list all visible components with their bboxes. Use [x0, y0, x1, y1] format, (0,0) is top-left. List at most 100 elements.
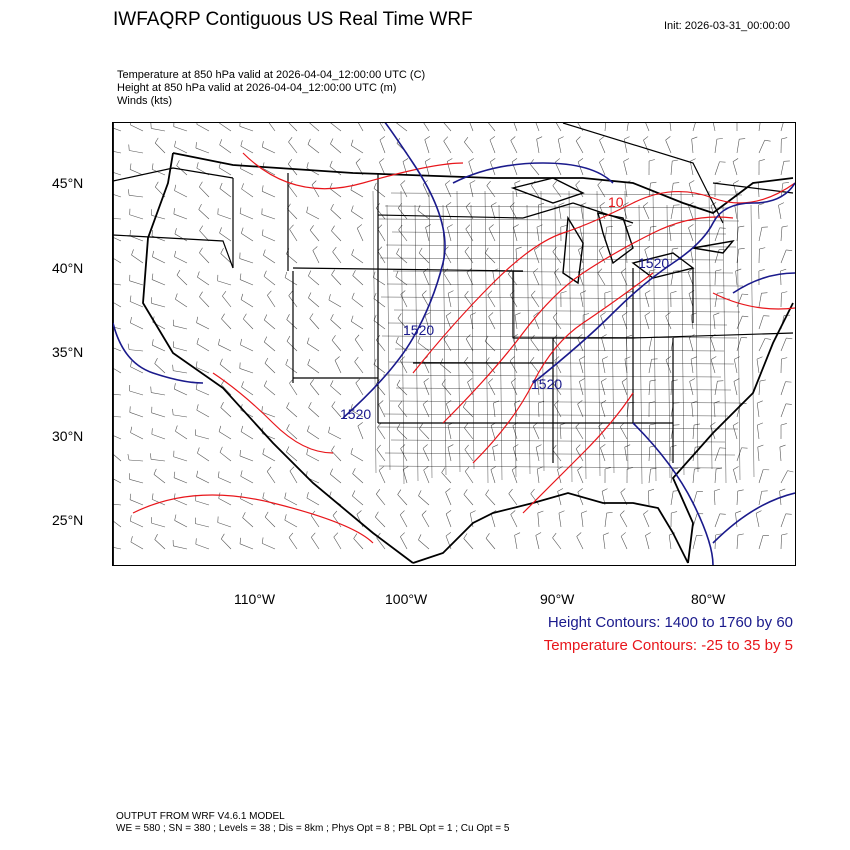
wind-barb [758, 338, 771, 352]
wind-barb [670, 379, 678, 396]
wind-barb [620, 532, 628, 550]
wind-barb [736, 225, 745, 242]
wind-barb [172, 539, 188, 550]
wind-barb [195, 538, 210, 550]
wind-barb [758, 490, 768, 506]
temperature-contour [522, 392, 634, 514]
wind-barb [331, 269, 342, 286]
wind-barb [552, 312, 562, 330]
wind-barb [643, 136, 650, 154]
wind-barb [264, 511, 276, 528]
height-contour [532, 182, 796, 384]
wind-barb [172, 408, 188, 418]
lon-label-80: 80°W [691, 591, 726, 607]
wind-barb [758, 116, 767, 132]
wind-barb [577, 466, 584, 484]
wind-barb [670, 204, 680, 220]
wind-barb [780, 381, 792, 396]
wind-barb [780, 533, 788, 550]
wind-barb [286, 335, 298, 352]
map-panel: 1520 1520 1520 1520 10 [105, 114, 796, 566]
wind-barb [599, 158, 606, 176]
wind-barb [465, 334, 474, 352]
wind-barb [306, 492, 320, 506]
wind-barb [219, 446, 232, 462]
wind-barb [110, 446, 122, 462]
wind-barb [351, 292, 364, 308]
wind-barb [597, 268, 606, 286]
wind-barb [130, 536, 144, 550]
wind-barb [670, 291, 677, 308]
coastline [112, 123, 794, 565]
wind-barb [780, 182, 789, 198]
wind-barb [692, 535, 703, 550]
wind-barb [490, 202, 497, 220]
wind-barb [152, 250, 166, 264]
wind-barb [173, 450, 188, 462]
wind-barb [105, 212, 122, 220]
wind-barb [373, 182, 386, 198]
wind-barb [486, 180, 496, 198]
wind-barb [219, 358, 232, 374]
wind-barb [129, 493, 144, 506]
wind-barb [379, 158, 386, 176]
wind-barb [195, 494, 210, 506]
wind-barb [194, 517, 210, 528]
wind-barb [219, 117, 232, 132]
wind-barb [692, 117, 703, 132]
wind-barb [131, 249, 144, 264]
wind-barb [289, 224, 298, 242]
wind-barb [600, 444, 606, 462]
wind-barb [443, 136, 452, 154]
wind-barb [424, 312, 431, 330]
wind-barb [758, 202, 765, 220]
wind-barb [736, 533, 744, 550]
wind-barb [331, 225, 342, 242]
wind-barb [239, 449, 254, 462]
wind-barb [643, 510, 650, 528]
wind-barb [464, 466, 474, 484]
wind-barb [129, 295, 144, 308]
wind-barb [778, 202, 785, 220]
wind-barb [287, 203, 298, 220]
wind-barb [196, 118, 210, 132]
wind-barb [107, 120, 122, 132]
wind-barb [198, 204, 210, 220]
wind-barb [377, 114, 386, 132]
wind-barb [306, 337, 320, 352]
temperature-contours [132, 152, 796, 544]
wind-barb [604, 291, 611, 308]
wind-barb [240, 140, 254, 154]
wind-barb [756, 400, 763, 418]
wind-barb [195, 383, 210, 396]
wind-barb [736, 293, 749, 308]
wind-barb [554, 400, 562, 418]
wind-barb [239, 362, 254, 374]
wind-barb [736, 247, 745, 264]
wind-barb [643, 114, 650, 132]
wind-barb [714, 447, 726, 462]
height-contour [452, 162, 614, 184]
wind-barb [173, 341, 188, 352]
wind-barb [604, 467, 611, 484]
wind-barb [490, 158, 496, 176]
wind-barb [240, 492, 254, 506]
lon-label-100: 100°W [385, 591, 428, 607]
wind-barb [378, 400, 386, 418]
wind-barb [330, 204, 342, 220]
wind-barb [732, 158, 739, 176]
subtitle-winds: Winds (kts) [117, 95, 172, 107]
wind-barb [691, 136, 698, 154]
wind-barb [261, 406, 276, 418]
wind-barb [780, 337, 793, 352]
wind-barb [557, 136, 564, 154]
wind-barb [284, 271, 298, 286]
wind-barb [129, 163, 144, 176]
wind-barb [513, 224, 519, 242]
wind-barb [601, 334, 607, 352]
wind-barb [130, 426, 144, 440]
wind-barb [600, 378, 607, 396]
wind-barb [488, 312, 496, 330]
wind-barb [624, 444, 631, 462]
wind-barb [376, 489, 386, 506]
